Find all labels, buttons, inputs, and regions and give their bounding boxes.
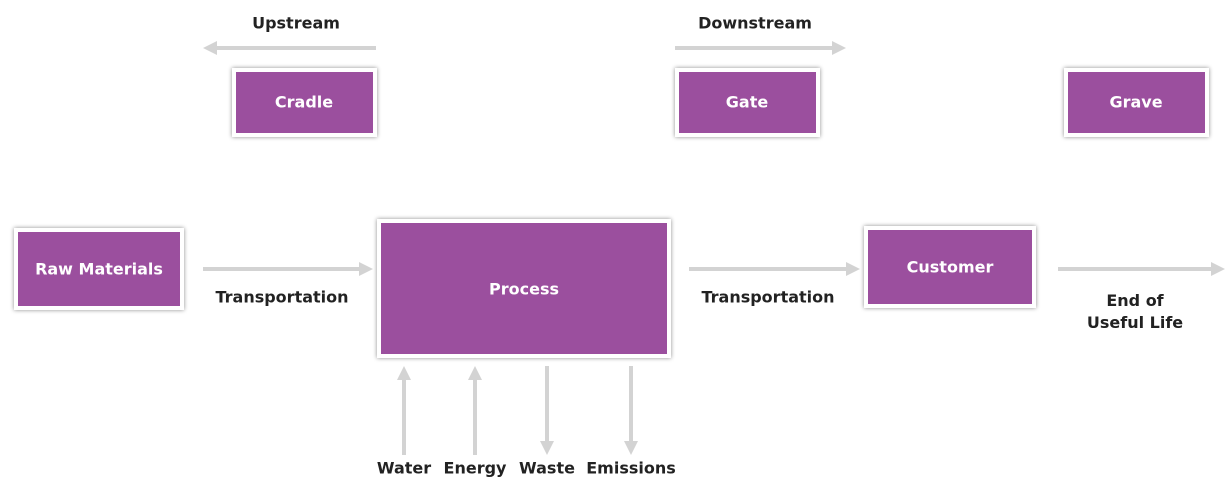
arrowhead	[359, 262, 373, 276]
stage-box	[675, 68, 820, 137]
arrowhead	[397, 366, 411, 380]
node-box	[377, 219, 671, 358]
edge-label-box: End of Useful Life	[1086, 291, 1184, 332]
label: Downstream	[698, 14, 812, 33]
node-label: Process	[489, 280, 559, 299]
node-box	[14, 228, 184, 310]
stage-label: Gate	[726, 93, 769, 112]
stage-label: Grave	[1109, 93, 1162, 112]
node-box	[864, 226, 1036, 308]
stage-label: Cradle	[275, 93, 333, 112]
arrowhead	[846, 262, 860, 276]
flow-label: Water	[377, 459, 431, 478]
label: Upstream	[252, 14, 340, 33]
arrowhead	[203, 41, 217, 55]
edge-label: End of Useful Life	[1086, 291, 1184, 332]
flow-label: Energy	[444, 459, 508, 478]
arrowhead	[832, 41, 846, 55]
arrowhead	[624, 441, 638, 455]
arrowhead	[1211, 262, 1225, 276]
stage-box	[232, 68, 377, 137]
node-label: Customer	[907, 258, 994, 277]
arrowhead	[468, 366, 482, 380]
edge-label: Transportation	[215, 288, 348, 307]
stage-box	[1064, 68, 1209, 137]
arrowhead	[540, 441, 554, 455]
flow-label: Emissions	[586, 459, 676, 478]
flow-label: Waste	[519, 459, 575, 478]
node-label: Raw Materials	[35, 260, 163, 279]
edge-label: Transportation	[701, 288, 834, 307]
